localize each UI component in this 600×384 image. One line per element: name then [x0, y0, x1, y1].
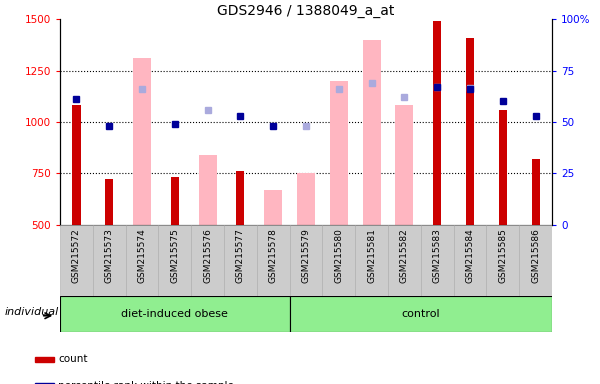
Title: GDS2946 / 1388049_a_at: GDS2946 / 1388049_a_at: [217, 4, 395, 18]
Bar: [73, 106, 80, 225]
Bar: [290, 225, 322, 296]
Bar: [264, 190, 282, 225]
Bar: [519, 225, 552, 296]
Text: GSM215573: GSM215573: [105, 228, 114, 283]
Bar: [395, 106, 413, 225]
Bar: [236, 171, 245, 225]
Text: GSM215584: GSM215584: [466, 228, 475, 283]
Text: control: control: [401, 309, 440, 319]
Text: GSM215583: GSM215583: [433, 228, 442, 283]
Bar: [322, 225, 355, 296]
Bar: [105, 179, 113, 225]
Text: GSM215574: GSM215574: [137, 228, 146, 283]
Text: GSM215572: GSM215572: [72, 228, 81, 283]
Bar: [35, 383, 54, 384]
Bar: [191, 225, 224, 296]
Bar: [355, 225, 388, 296]
Bar: [93, 225, 125, 296]
Bar: [330, 81, 348, 225]
Text: count: count: [58, 354, 88, 364]
Bar: [257, 225, 290, 296]
Bar: [199, 155, 217, 225]
Bar: [35, 356, 54, 362]
Bar: [224, 225, 257, 296]
Text: GSM215577: GSM215577: [236, 228, 245, 283]
Bar: [487, 225, 519, 296]
Text: GSM215575: GSM215575: [170, 228, 179, 283]
Bar: [158, 225, 191, 296]
Bar: [133, 58, 151, 225]
Bar: [499, 109, 507, 225]
Bar: [433, 21, 442, 225]
Text: diet-induced obese: diet-induced obese: [121, 309, 228, 319]
Bar: [532, 159, 540, 225]
Text: GSM215585: GSM215585: [498, 228, 508, 283]
Text: individual: individual: [5, 307, 59, 317]
Bar: [60, 225, 93, 296]
Text: percentile rank within the sample: percentile rank within the sample: [58, 381, 234, 384]
Bar: [297, 173, 315, 225]
Text: GSM215576: GSM215576: [203, 228, 212, 283]
Text: GSM215582: GSM215582: [400, 228, 409, 283]
Bar: [362, 40, 380, 225]
Text: GSM215580: GSM215580: [334, 228, 343, 283]
Bar: [466, 38, 474, 225]
Text: GSM215579: GSM215579: [302, 228, 311, 283]
Bar: [170, 177, 179, 225]
Bar: [388, 225, 421, 296]
Bar: [454, 225, 487, 296]
Bar: [60, 296, 290, 332]
Bar: [290, 296, 552, 332]
Text: GSM215578: GSM215578: [269, 228, 278, 283]
Text: GSM215586: GSM215586: [531, 228, 540, 283]
Bar: [421, 225, 454, 296]
Text: GSM215581: GSM215581: [367, 228, 376, 283]
Bar: [125, 225, 158, 296]
